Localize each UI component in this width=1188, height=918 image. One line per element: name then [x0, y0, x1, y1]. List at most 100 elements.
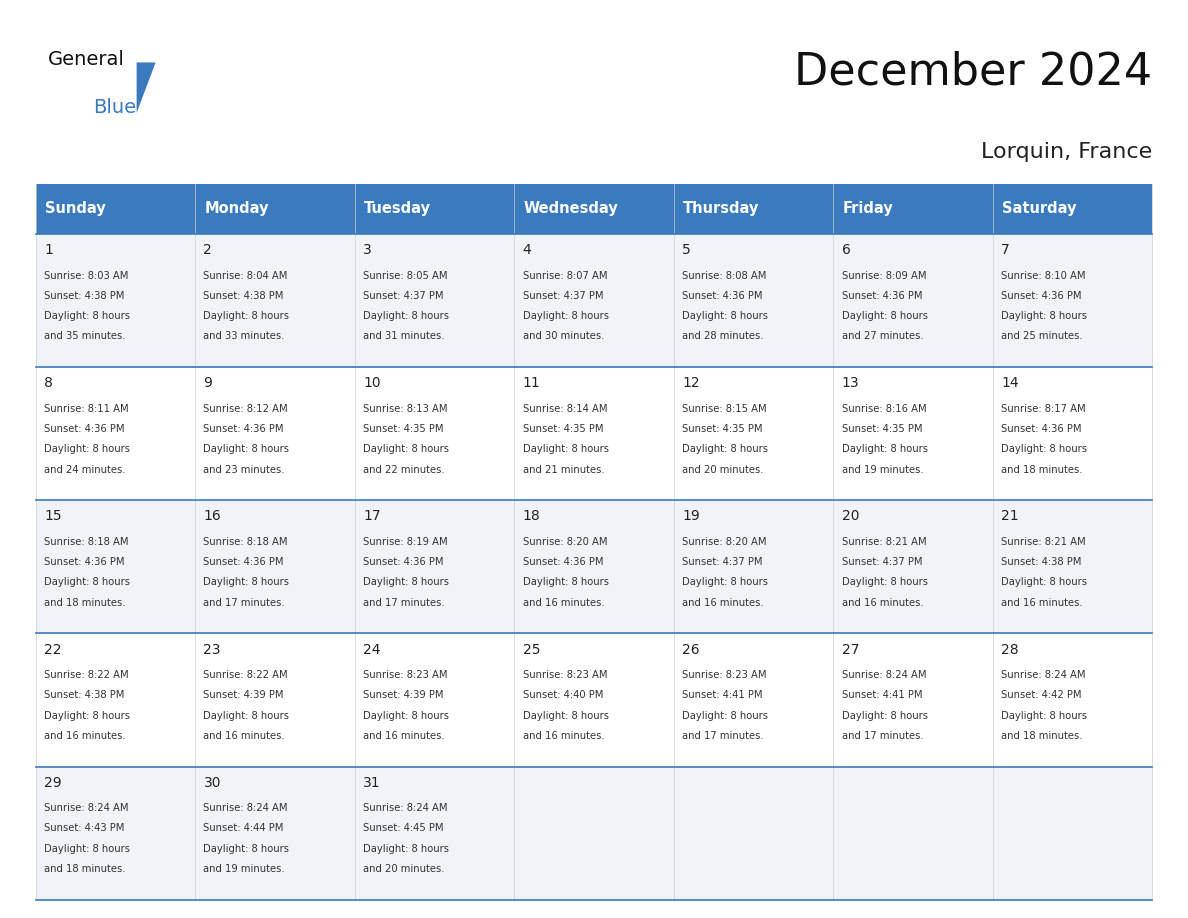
Text: Daylight: 8 hours: Daylight: 8 hours — [203, 711, 290, 721]
Text: Friday: Friday — [842, 201, 893, 217]
Bar — [833, 633, 993, 767]
Text: Sunrise: 8:22 AM: Sunrise: 8:22 AM — [44, 670, 128, 680]
Text: Sunrise: 8:17 AM: Sunrise: 8:17 AM — [1001, 404, 1086, 414]
Text: 14: 14 — [1001, 376, 1019, 390]
Bar — [195, 633, 355, 767]
Text: Sunset: 4:41 PM: Sunset: 4:41 PM — [682, 690, 763, 700]
Bar — [36, 234, 195, 367]
Text: and 17 minutes.: and 17 minutes. — [203, 598, 285, 608]
Text: 9: 9 — [203, 376, 213, 390]
Text: Sunset: 4:36 PM: Sunset: 4:36 PM — [44, 557, 125, 567]
Text: and 18 minutes.: and 18 minutes. — [1001, 465, 1082, 475]
Text: 26: 26 — [682, 643, 700, 656]
Text: Wednesday: Wednesday — [524, 201, 619, 217]
Text: 2: 2 — [203, 243, 213, 257]
Text: Daylight: 8 hours: Daylight: 8 hours — [364, 577, 449, 588]
Text: and 17 minutes.: and 17 minutes. — [364, 598, 444, 608]
Text: and 16 minutes.: and 16 minutes. — [203, 731, 285, 741]
Text: Sunset: 4:37 PM: Sunset: 4:37 PM — [523, 291, 604, 301]
Text: Sunrise: 8:15 AM: Sunrise: 8:15 AM — [682, 404, 766, 414]
Text: and 16 minutes.: and 16 minutes. — [841, 598, 923, 608]
Text: Sunrise: 8:16 AM: Sunrise: 8:16 AM — [841, 404, 927, 414]
Text: Daylight: 8 hours: Daylight: 8 hours — [1001, 711, 1087, 721]
Text: Tuesday: Tuesday — [365, 201, 431, 217]
Text: 20: 20 — [841, 509, 859, 523]
Bar — [993, 234, 1152, 367]
Text: Sunset: 4:37 PM: Sunset: 4:37 PM — [841, 557, 922, 567]
Text: and 27 minutes.: and 27 minutes. — [841, 331, 923, 341]
Text: Sunset: 4:35 PM: Sunset: 4:35 PM — [523, 424, 604, 434]
Text: 30: 30 — [203, 776, 221, 789]
Bar — [36, 184, 195, 234]
Text: Sunrise: 8:18 AM: Sunrise: 8:18 AM — [44, 537, 128, 547]
Text: Saturday: Saturday — [1003, 201, 1076, 217]
Text: 17: 17 — [364, 509, 380, 523]
Text: and 25 minutes.: and 25 minutes. — [1001, 331, 1082, 341]
Text: December 2024: December 2024 — [795, 50, 1152, 94]
Text: Daylight: 8 hours: Daylight: 8 hours — [44, 711, 129, 721]
Text: Blue: Blue — [93, 98, 135, 118]
Text: Sunset: 4:38 PM: Sunset: 4:38 PM — [1001, 557, 1081, 567]
Text: Daylight: 8 hours: Daylight: 8 hours — [841, 444, 928, 454]
Text: Daylight: 8 hours: Daylight: 8 hours — [203, 311, 290, 321]
Text: Sunset: 4:36 PM: Sunset: 4:36 PM — [841, 291, 922, 301]
Text: Sunrise: 8:24 AM: Sunrise: 8:24 AM — [841, 670, 927, 680]
Bar — [674, 633, 833, 767]
Text: and 16 minutes.: and 16 minutes. — [682, 598, 764, 608]
Text: Daylight: 8 hours: Daylight: 8 hours — [364, 444, 449, 454]
Text: Sunrise: 8:20 AM: Sunrise: 8:20 AM — [523, 537, 607, 547]
Text: Sunrise: 8:10 AM: Sunrise: 8:10 AM — [1001, 271, 1086, 281]
Bar — [355, 184, 514, 234]
Bar — [514, 767, 674, 900]
Text: Sunrise: 8:23 AM: Sunrise: 8:23 AM — [682, 670, 766, 680]
Text: 11: 11 — [523, 376, 541, 390]
Text: and 33 minutes.: and 33 minutes. — [203, 331, 285, 341]
Text: Thursday: Thursday — [683, 201, 759, 217]
Text: Sunset: 4:38 PM: Sunset: 4:38 PM — [44, 291, 125, 301]
Text: Sunset: 4:42 PM: Sunset: 4:42 PM — [1001, 690, 1081, 700]
Text: and 17 minutes.: and 17 minutes. — [841, 731, 923, 741]
Text: Daylight: 8 hours: Daylight: 8 hours — [1001, 577, 1087, 588]
Text: Sunset: 4:36 PM: Sunset: 4:36 PM — [364, 557, 443, 567]
Text: Sunset: 4:37 PM: Sunset: 4:37 PM — [364, 291, 443, 301]
Text: Sunrise: 8:07 AM: Sunrise: 8:07 AM — [523, 271, 607, 281]
Bar — [195, 184, 355, 234]
Text: 19: 19 — [682, 509, 700, 523]
Text: Sunday: Sunday — [45, 201, 106, 217]
Text: 3: 3 — [364, 243, 372, 257]
Text: and 19 minutes.: and 19 minutes. — [203, 864, 285, 874]
Bar — [195, 500, 355, 633]
Text: Sunset: 4:39 PM: Sunset: 4:39 PM — [203, 690, 284, 700]
Text: 23: 23 — [203, 643, 221, 656]
Text: Sunset: 4:36 PM: Sunset: 4:36 PM — [1001, 291, 1081, 301]
Text: 6: 6 — [841, 243, 851, 257]
Text: and 16 minutes.: and 16 minutes. — [523, 731, 605, 741]
Text: Sunset: 4:38 PM: Sunset: 4:38 PM — [44, 690, 125, 700]
Text: General: General — [48, 50, 125, 70]
Text: Sunrise: 8:24 AM: Sunrise: 8:24 AM — [203, 803, 287, 813]
Bar — [355, 633, 514, 767]
Text: and 16 minutes.: and 16 minutes. — [1001, 598, 1082, 608]
Text: and 16 minutes.: and 16 minutes. — [523, 598, 605, 608]
Bar — [355, 500, 514, 633]
Text: Sunrise: 8:08 AM: Sunrise: 8:08 AM — [682, 271, 766, 281]
Text: Sunset: 4:37 PM: Sunset: 4:37 PM — [682, 557, 763, 567]
Text: Sunrise: 8:04 AM: Sunrise: 8:04 AM — [203, 271, 287, 281]
Text: Daylight: 8 hours: Daylight: 8 hours — [364, 844, 449, 854]
Text: 21: 21 — [1001, 509, 1019, 523]
Bar — [993, 184, 1152, 234]
Bar — [514, 367, 674, 500]
Text: and 19 minutes.: and 19 minutes. — [841, 465, 923, 475]
Text: Daylight: 8 hours: Daylight: 8 hours — [364, 311, 449, 321]
Text: Sunset: 4:39 PM: Sunset: 4:39 PM — [364, 690, 443, 700]
Bar — [833, 184, 993, 234]
Text: Daylight: 8 hours: Daylight: 8 hours — [523, 444, 608, 454]
Text: and 31 minutes.: and 31 minutes. — [364, 331, 444, 341]
Text: 10: 10 — [364, 376, 380, 390]
Text: and 23 minutes.: and 23 minutes. — [203, 465, 285, 475]
Text: Sunset: 4:35 PM: Sunset: 4:35 PM — [682, 424, 763, 434]
Text: 25: 25 — [523, 643, 541, 656]
Bar — [674, 184, 833, 234]
Text: Sunset: 4:43 PM: Sunset: 4:43 PM — [44, 823, 125, 834]
Text: Daylight: 8 hours: Daylight: 8 hours — [203, 444, 290, 454]
